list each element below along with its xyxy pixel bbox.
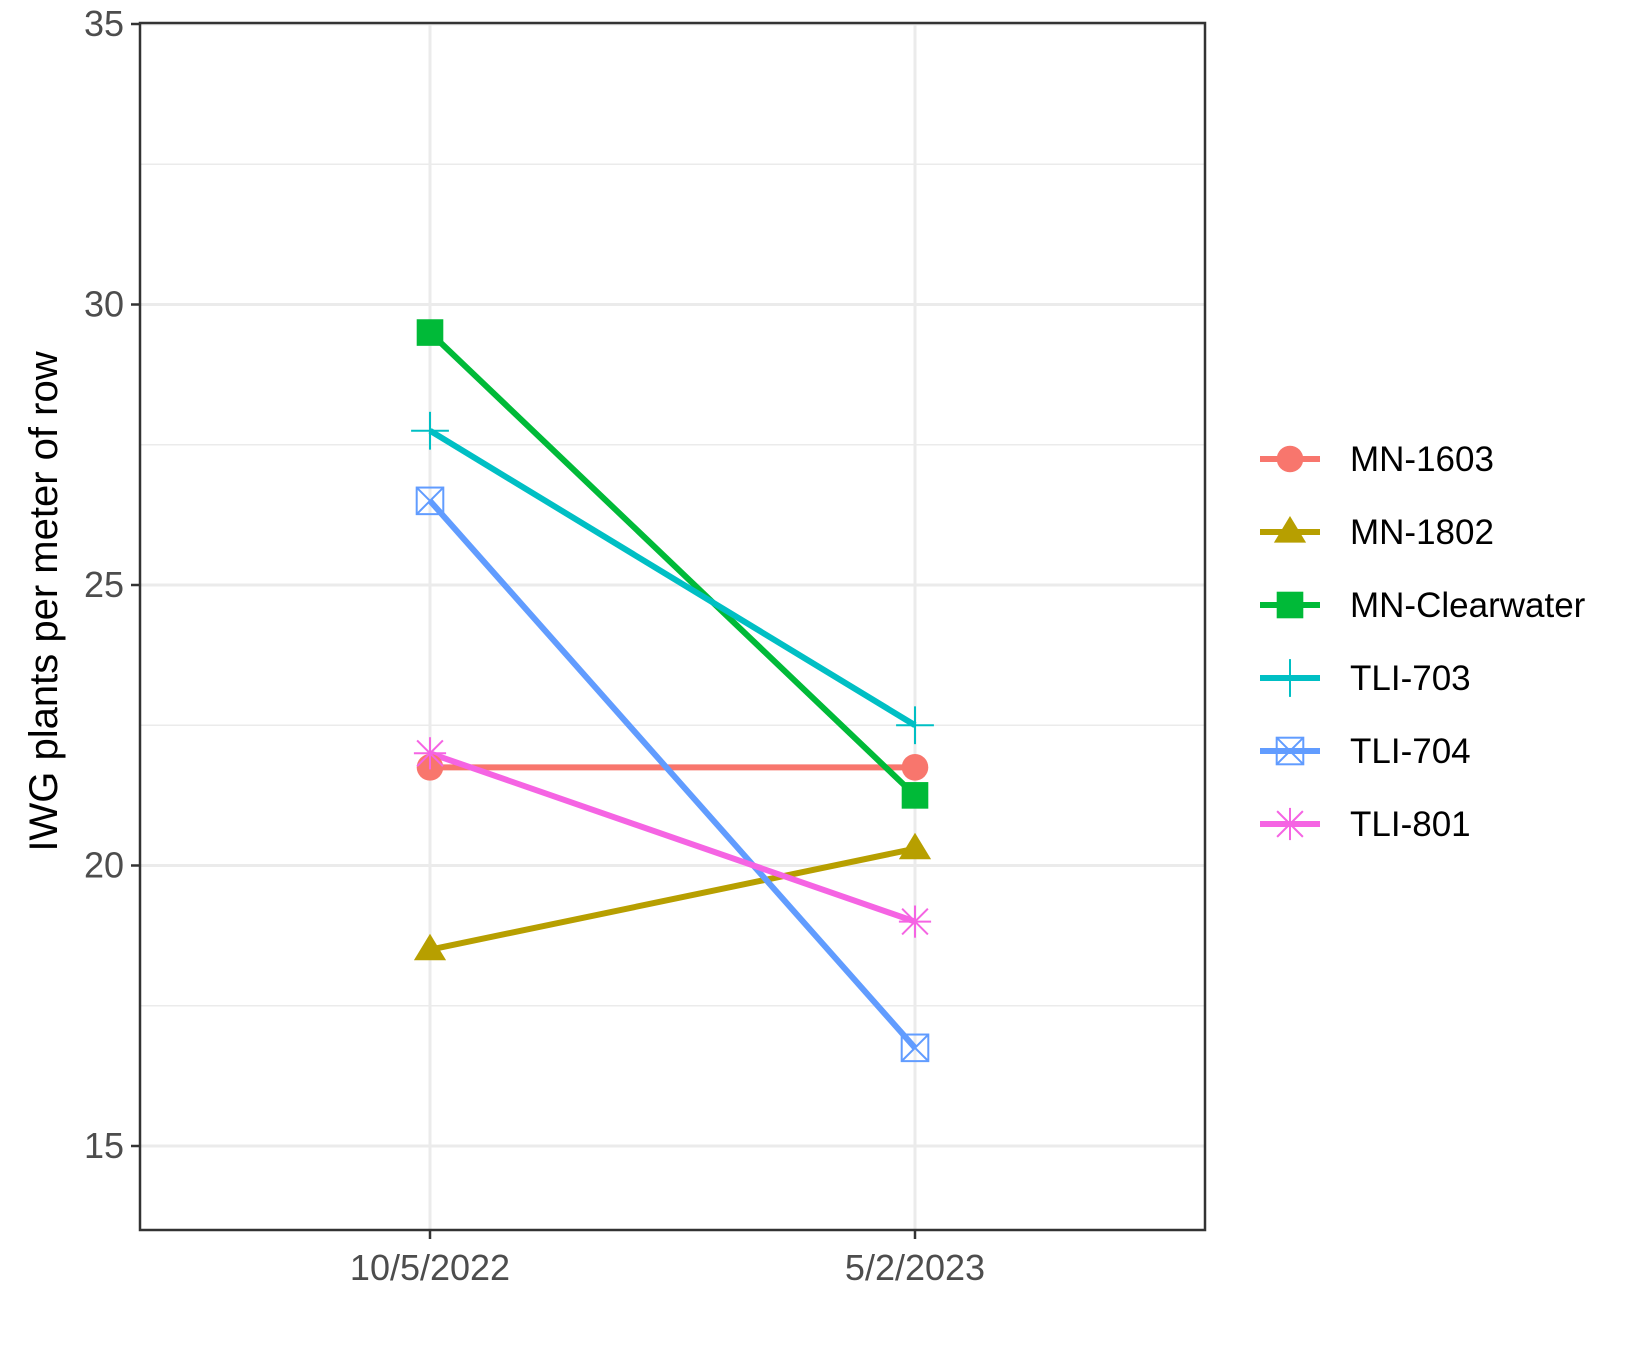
legend-key-marker (1273, 807, 1307, 841)
plot-panel (140, 23, 1205, 1230)
data-point-tli-703-2 (896, 706, 934, 745)
legend-key-marker (1273, 516, 1307, 543)
data-point-tli-704-1 (415, 486, 445, 516)
legend-item-mn-1802: MN-1802 (1260, 513, 1494, 552)
data-point-mn-clearwater-1 (416, 319, 444, 346)
legend-label: MN-1603 (1350, 440, 1494, 479)
data-point-mn-clearwater-2 (901, 782, 929, 809)
data-point-tli-703-1 (411, 411, 449, 450)
legend-key-marker (1275, 736, 1305, 766)
series-line-mn-clearwater (427, 330, 918, 798)
legend-key-marker (1276, 445, 1304, 473)
data-point-tli-704-2 (900, 1033, 930, 1063)
plot-border (138, 21, 1207, 1232)
data-point-mn-1802-2 (898, 832, 932, 860)
legend-key-marker (1271, 659, 1309, 697)
legend-item-tli-801: TLI-801 (1260, 805, 1471, 844)
data-point-tli-801-2 (898, 905, 932, 938)
legend-label: TLI-703 (1350, 659, 1471, 698)
y-tick-label: 30 (84, 284, 124, 325)
legend: MN-1603 MN-1802 MN-Clearwater TLI-703 TLI-70… (1260, 440, 1586, 844)
y-tick-label: 25 (84, 564, 124, 605)
data-point-mn-1603-2 (901, 754, 929, 781)
legend-label: MN-Clearwater (1350, 586, 1586, 625)
legend-label: MN-1802 (1350, 513, 1494, 552)
series-line-tli-801 (429, 750, 916, 925)
data-point-tli-801-1 (413, 737, 447, 770)
y-tick-label: 20 (84, 845, 124, 886)
y-axis-title: IWG plants per meter of row (22, 351, 66, 851)
x-tick-label: 10/5/2022 (350, 1247, 510, 1288)
y-tick-label: 35 (84, 3, 124, 44)
series-line-tli-703 (428, 428, 917, 728)
data-point-mn-1802-1 (413, 933, 447, 961)
legend-item-mn-clearwater: MN-Clearwater (1260, 586, 1586, 625)
series-line-tli-704 (427, 498, 918, 1050)
legend-label: TLI-704 (1350, 732, 1471, 771)
legend-item-mn-1603: MN-1603 (1260, 440, 1494, 479)
legend-item-tli-704: TLI-704 (1260, 732, 1471, 771)
legend-label: TLI-801 (1350, 805, 1471, 844)
legend-item-tli-703: TLI-703 (1260, 659, 1471, 698)
y-tick-label: 15 (84, 1125, 124, 1166)
series-line-mn-1802 (429, 845, 916, 953)
legend-key-marker (1276, 591, 1304, 619)
x-tick-label: 5/2/2023 (845, 1247, 985, 1288)
